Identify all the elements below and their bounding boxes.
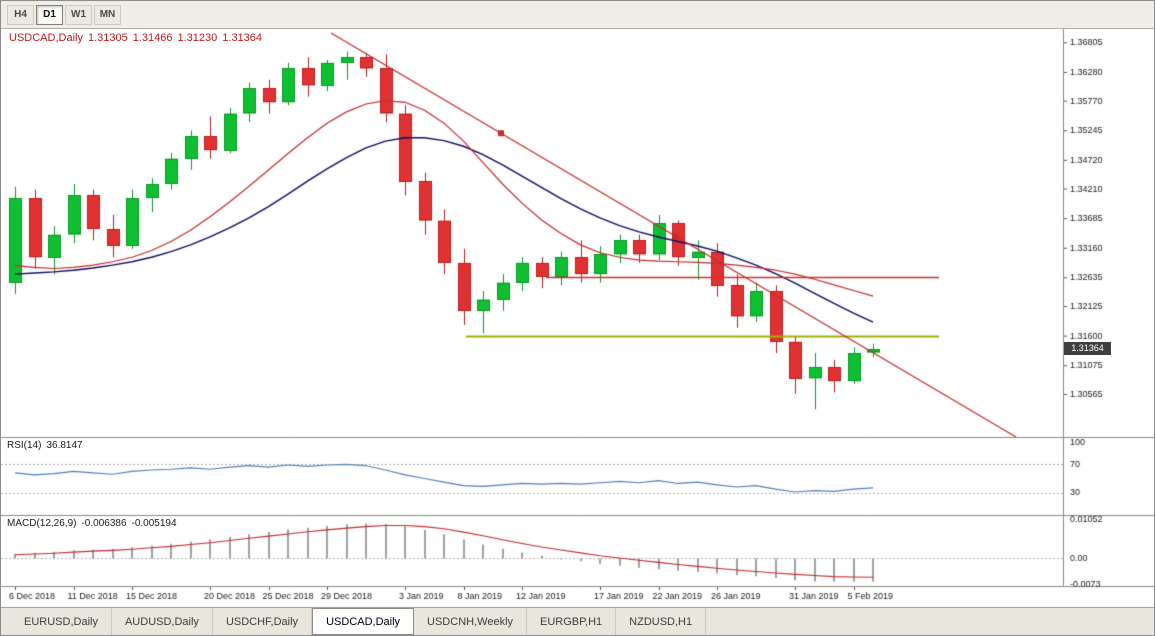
tab-usdcnh-weekly[interactable]: USDCNH,Weekly [414,608,528,635]
tab-nzdusd-h1[interactable]: NZDUSD,H1 [616,608,707,635]
chart-area: USDCAD,Daily 1.31305 1.31466 1.31230 1.31364… [1,29,1154,607]
chart-tabs-bar: EURUSD,Daily AUDUSD,Daily USDCHF,Daily U… [1,607,1154,635]
tab-usdcad-daily[interactable]: USDCAD,Daily [312,608,415,635]
timeframe-button-d1[interactable]: D1 [36,4,63,25]
timeframe-button-mn[interactable]: MN [94,4,121,25]
timeframe-button-h4[interactable]: H4 [7,4,34,25]
tab-eurgbp-h1[interactable]: EURGBP,H1 [527,608,617,635]
timeframe-button-w1[interactable]: W1 [65,4,92,25]
timeframe-toolbar: H4 D1 W1 MN [1,1,1154,29]
tab-usdchf-daily[interactable]: USDCHF,Daily [213,608,313,635]
tab-audusd-daily[interactable]: AUDUSD,Daily [112,608,213,635]
price-chart-canvas[interactable] [1,29,1154,607]
tab-eurusd-daily[interactable]: EURUSD,Daily [11,608,112,635]
